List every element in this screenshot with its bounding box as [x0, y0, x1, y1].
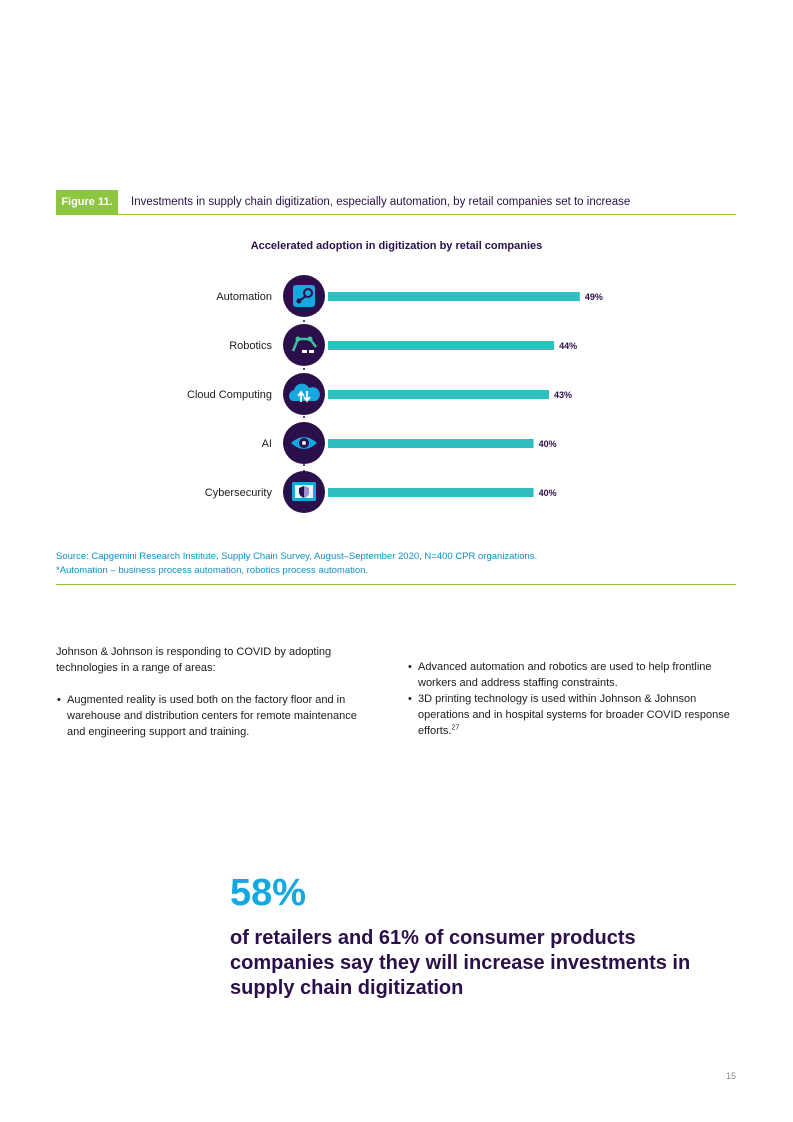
bullet-item: 3D printing technology is used within Jo… — [407, 691, 737, 739]
chart-row: AI 40% — [262, 422, 557, 464]
category-label: Cloud Computing — [187, 389, 272, 401]
bullet-item: Augmented reality is used both on the fa… — [56, 692, 366, 740]
value-label: 40% — [539, 488, 557, 498]
shield-screen-icon — [283, 471, 325, 513]
icon-shape — [303, 288, 313, 298]
figure-header: Figure 11. Investments in supply chain d… — [56, 190, 736, 215]
icon-shape — [289, 383, 320, 401]
bullet-item: Advanced automation and robotics are use… — [407, 659, 737, 691]
figure-title: Investments in supply chain digitization… — [131, 196, 631, 208]
cloud-icon — [283, 373, 325, 415]
value-label: 43% — [554, 390, 572, 400]
icon-shape — [302, 441, 306, 445]
chart-row: Cybersecurity 40% — [205, 471, 557, 513]
value-label: 40% — [539, 439, 557, 449]
intro-text: Johnson & Johnson is responding to COVID… — [56, 646, 332, 674]
eye-icon — [283, 422, 325, 464]
category-label: Cybersecurity — [205, 487, 273, 499]
bar — [328, 488, 534, 497]
icon-shape — [309, 350, 314, 353]
value-label: 49% — [585, 292, 603, 302]
chart-row: Cloud Computing 43% — [187, 373, 572, 415]
category-label: Robotics — [229, 340, 272, 352]
icon-shape — [304, 486, 309, 498]
icon-shape — [303, 391, 311, 403]
icon-shape — [297, 390, 305, 402]
source-note: Source: Capgemini Research Institute, Su… — [56, 550, 736, 585]
icon-circle — [283, 324, 325, 366]
icon-shape — [298, 295, 307, 302]
robot-arm-icon — [283, 324, 325, 366]
steam-automation-icon — [283, 275, 325, 317]
icon-shape — [307, 336, 313, 342]
icon-shape — [302, 350, 307, 353]
chart-row: Automation 49% — [216, 275, 603, 317]
figure-tag: Figure 11. — [56, 190, 118, 214]
category-label: Automation — [216, 291, 272, 303]
page-number: 15 — [725, 1071, 736, 1081]
right-bullet-list: Advanced automation and robotics are use… — [407, 659, 737, 739]
value-label: 44% — [559, 341, 577, 351]
right-column: Advanced automation and robotics are use… — [407, 659, 737, 739]
bullet-text: 3D printing technology is used within Jo… — [418, 693, 730, 737]
footnote-line: *Automation – business process automatio… — [56, 565, 369, 576]
footnote-ref: 27 — [451, 724, 460, 732]
left-column: Johnson & Johnson is responding to COVID… — [56, 644, 366, 740]
chart-title: Accelerated adoption in digitization by … — [250, 240, 543, 252]
bar — [328, 439, 534, 448]
icon-shape — [291, 337, 317, 352]
bar — [328, 390, 550, 399]
bar — [328, 341, 555, 350]
callout-number: 58% — [230, 872, 307, 914]
chart-row: Robotics 44% — [229, 324, 577, 366]
source-line: Source: Capgemini Research Institute, Su… — [56, 551, 538, 562]
category-label: AI — [262, 438, 272, 450]
left-bullet-list: Augmented reality is used both on the fa… — [56, 692, 366, 740]
bar — [328, 292, 580, 301]
callout-text: of retailers and 61% of consumer product… — [230, 927, 691, 999]
icon-shape — [295, 336, 301, 342]
bar-chart: Automation 49% Robotics 44% Cloud Computing 4… — [187, 275, 603, 513]
